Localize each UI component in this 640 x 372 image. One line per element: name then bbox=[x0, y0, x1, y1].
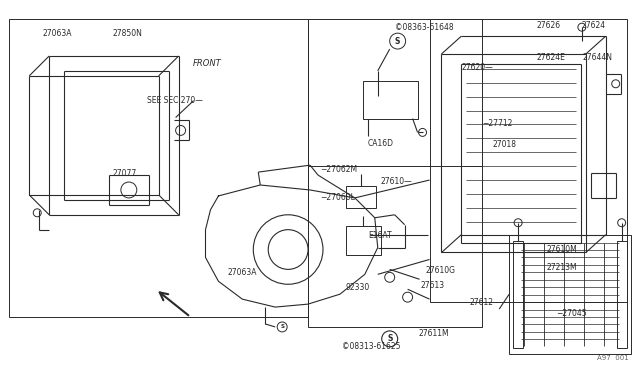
Text: 27624: 27624 bbox=[581, 21, 605, 30]
Text: 92330: 92330 bbox=[346, 283, 370, 292]
Text: 27620—: 27620— bbox=[461, 62, 493, 72]
Text: ©08313-61625: ©08313-61625 bbox=[342, 342, 401, 351]
Text: 27626: 27626 bbox=[537, 21, 561, 30]
Text: E16AT: E16AT bbox=[368, 231, 392, 240]
Text: FRONT: FRONT bbox=[193, 59, 221, 68]
Bar bbox=[617, 241, 627, 348]
Text: 27850N: 27850N bbox=[113, 29, 143, 38]
Text: S: S bbox=[280, 324, 284, 330]
Text: SEE SEC.270—: SEE SEC.270— bbox=[147, 96, 202, 105]
Bar bbox=[509, 235, 630, 354]
Bar bbox=[513, 241, 523, 348]
Text: 27610M: 27610M bbox=[546, 245, 577, 254]
Text: CA16D: CA16D bbox=[368, 139, 394, 148]
Text: S: S bbox=[395, 36, 401, 46]
Bar bbox=[429, 19, 627, 302]
Text: 27612: 27612 bbox=[470, 298, 493, 307]
Text: 27077: 27077 bbox=[113, 169, 137, 177]
Text: 27063A: 27063A bbox=[43, 29, 72, 38]
Text: A97  001: A97 001 bbox=[597, 355, 628, 361]
Text: S: S bbox=[387, 334, 392, 343]
Bar bbox=[308, 19, 483, 327]
Text: −27045: −27045 bbox=[556, 309, 586, 318]
Bar bbox=[346, 226, 381, 256]
Text: 27213M: 27213M bbox=[546, 263, 577, 272]
Text: 27644N: 27644N bbox=[582, 53, 612, 62]
Text: −27062M: −27062M bbox=[320, 165, 357, 174]
Text: 27018: 27018 bbox=[493, 140, 516, 149]
Text: ©08363-61648: ©08363-61648 bbox=[395, 23, 454, 32]
Bar bbox=[363, 81, 417, 119]
Bar bbox=[10, 19, 308, 317]
Text: −27060L: −27060L bbox=[320, 193, 355, 202]
Text: 27610—: 27610— bbox=[381, 177, 412, 186]
Bar bbox=[346, 186, 376, 208]
Text: 27613: 27613 bbox=[420, 281, 445, 290]
Text: −27712: −27712 bbox=[483, 119, 513, 128]
Text: 27624E: 27624E bbox=[537, 53, 566, 62]
Text: 27611M: 27611M bbox=[419, 329, 449, 338]
Text: 27063A: 27063A bbox=[228, 268, 257, 277]
Text: 27610G: 27610G bbox=[426, 266, 456, 275]
